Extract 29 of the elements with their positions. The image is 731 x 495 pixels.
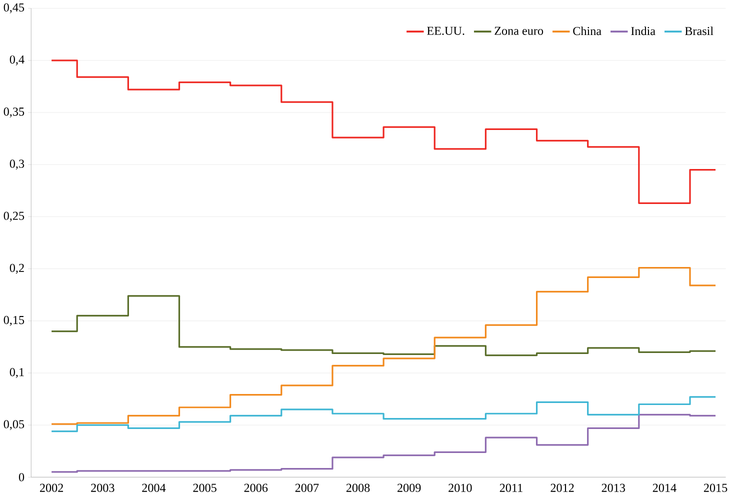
- x-tick-label: 2002: [40, 484, 63, 492]
- x-tick-label: 2004: [142, 484, 166, 492]
- x-tick-label: 2009: [398, 484, 421, 492]
- y-tick-label: 0,1: [10, 368, 24, 378]
- y-tick-label: 0,45: [4, 3, 24, 14]
- legend-label: Zona euro: [494, 26, 544, 35]
- y-tick-label: 0,05: [4, 420, 24, 430]
- x-tick-label: 2011: [500, 484, 522, 492]
- x-tick-label: 2008: [346, 484, 370, 492]
- x-tick-label: 2012: [550, 484, 574, 492]
- y-tick-label: 0,25: [4, 212, 24, 222]
- x-tick-label: 2014: [652, 484, 676, 492]
- y-tick-label: 0,4: [10, 55, 24, 66]
- legend-label: China: [573, 26, 602, 35]
- y-tick-label: 0,2: [10, 264, 24, 274]
- y-tick-label: 0: [18, 472, 24, 482]
- y-tick-label: 0,35: [4, 107, 24, 118]
- x-tick-label: 2010: [448, 484, 472, 492]
- y-tick-label: 0,3: [10, 160, 24, 170]
- legend-label: EE.UU.: [427, 26, 464, 35]
- x-tick-label: 2007: [295, 484, 319, 492]
- x-tick-label: 2013: [602, 484, 626, 492]
- y-tick-label: 0,15: [4, 316, 24, 326]
- x-tick-label: 2005: [193, 484, 216, 492]
- x-tick-label: 2003: [91, 484, 114, 492]
- x-tick-label: 2015: [704, 484, 728, 492]
- x-tick-label: 2006: [244, 484, 268, 492]
- legend-label: India: [631, 26, 656, 35]
- legend-label: Brasil: [685, 26, 714, 35]
